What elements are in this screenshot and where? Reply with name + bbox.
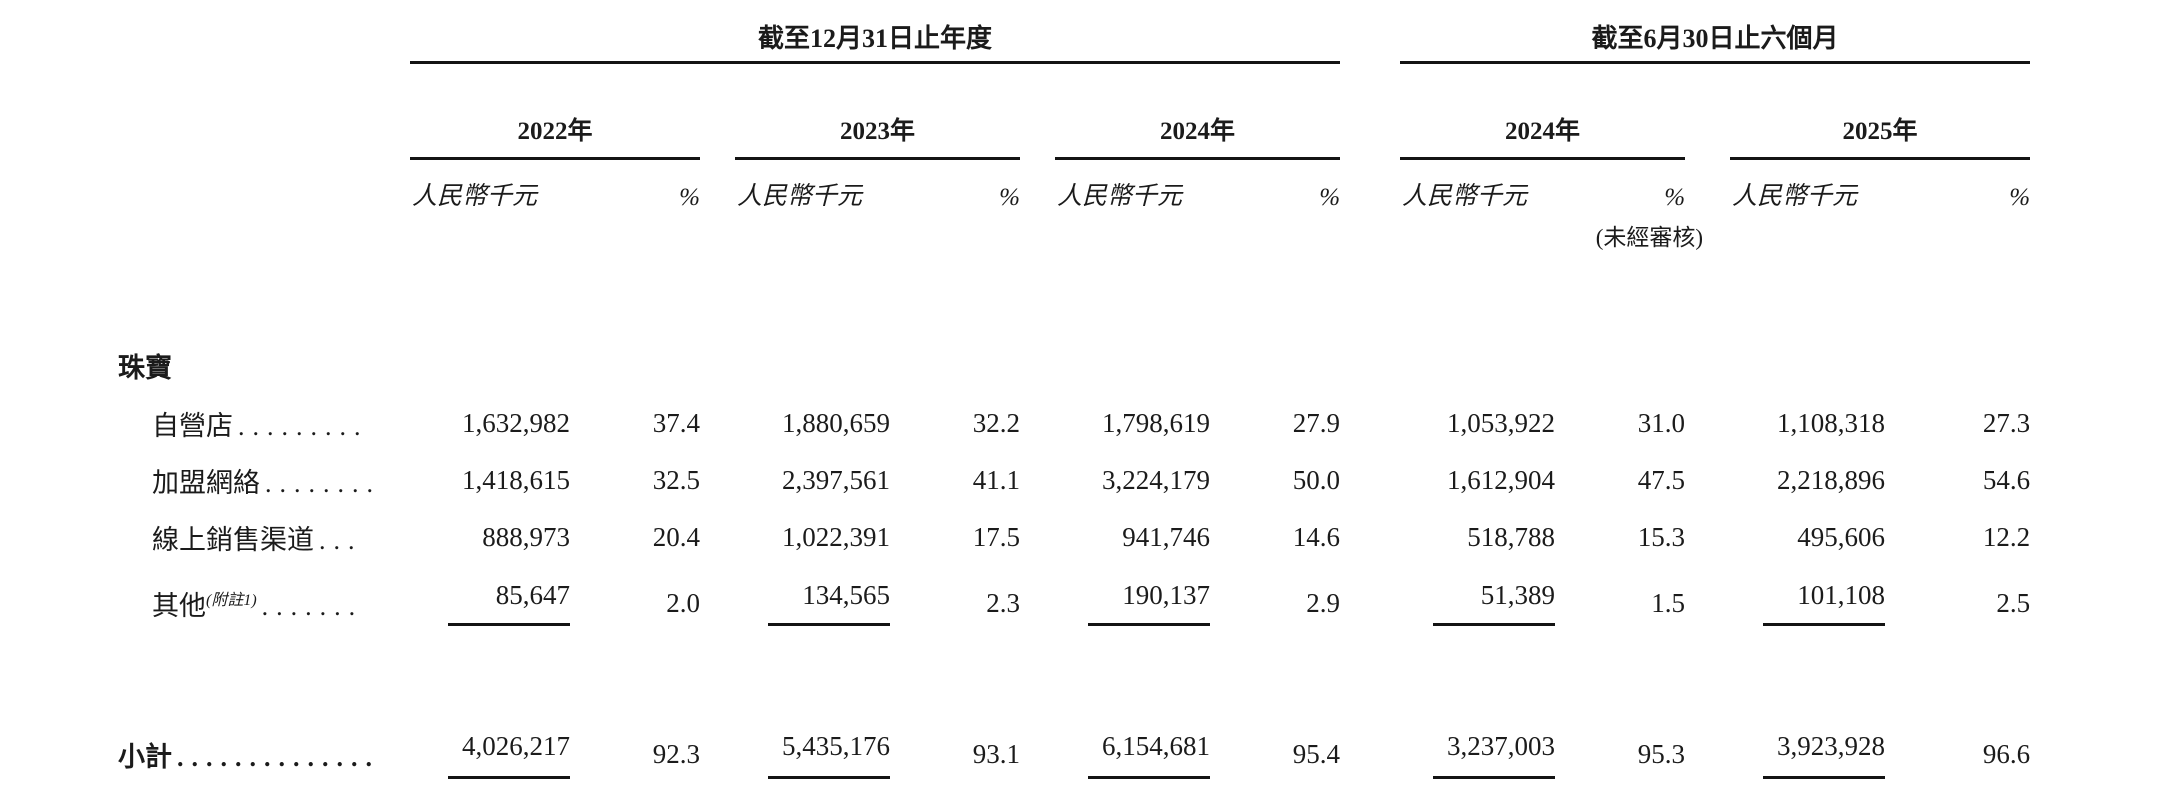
row-label: 其他 [152, 590, 206, 621]
section-label-jewelry: 珠寶 [118, 352, 172, 383]
cell-percent: 2.5 [1996, 587, 2031, 618]
cell-percent: 95.3 [1637, 739, 1686, 769]
unit-label-6m-2025: 人民幣千元 [1732, 183, 1858, 210]
cell-percent: 50.0 [1292, 465, 1341, 495]
cell-amount: 6,154,681 [1088, 731, 1210, 779]
cell-percent: 2.3 [986, 587, 1020, 618]
unit-label-2024: 人民幣千元 [1057, 183, 1183, 210]
cell-percent: 47.5 [1637, 465, 1686, 495]
cell-amount: 1,632,982 [462, 408, 570, 438]
year-header-6m-2024: 2024年 [1400, 62, 1686, 160]
subtotal-label: 小計 [118, 742, 172, 772]
cell-amount: 3,224,179 [1102, 465, 1210, 495]
cell-amount: 190,137 [1088, 580, 1210, 626]
cell-percent: 32.2 [972, 408, 1020, 438]
note-reference: (附註1) [206, 591, 257, 609]
percent-label-6m-2025: % [2009, 184, 2031, 211]
dot-leader: ... [319, 526, 363, 555]
section-row-jewelry: 珠寶 [118, 335, 2030, 395]
unit-label-2023: 人民幣千元 [737, 183, 863, 210]
cell-amount: 888,973 [482, 522, 570, 552]
cell-amount: 85,647 [448, 580, 570, 626]
cell-amount: 3,237,003 [1433, 731, 1556, 779]
cell-percent: 41.1 [972, 465, 1020, 495]
group-header-year-ended-dec31: 截至12月31日止年度 [410, 0, 1341, 64]
cell-amount: 2,218,896 [1777, 465, 1886, 495]
row-label: 線上銷售渠道 [152, 525, 314, 555]
cell-amount: 1,612,904 [1447, 465, 1556, 495]
group-header-six-months-jun30: 截至6月30日止六個月 [1400, 0, 2031, 64]
unit-label-2022: 人民幣千元 [412, 183, 538, 210]
period-group-header-row: 截至12月31日止年度 截至6月30日止六個月 [118, 0, 2031, 64]
cell-amount: 941,746 [1122, 522, 1210, 552]
row-label: 自營店 [152, 411, 233, 441]
unit-label-6m-2024: 人民幣千元 [1402, 183, 1528, 210]
cell-amount: 3,923,928 [1763, 731, 1886, 779]
dot-leader: .............. [177, 743, 380, 772]
table-row-subtotal: 小計.............. 4,026,217 92.3 5,435,17… [118, 715, 2030, 794]
cell-percent: 20.4 [652, 522, 700, 552]
year-header-2023: 2023年 [735, 62, 1020, 160]
cell-amount: 1,798,619 [1102, 408, 1210, 438]
vertical-spacer [118, 260, 2030, 335]
year-header-2024: 2024年 [1055, 62, 1341, 160]
cell-percent: 92.3 [652, 739, 700, 769]
table-row-online-sales-channels: 線上銷售渠道... 888,973 20.4 1,022,391 17.5 94… [118, 509, 2030, 566]
cell-amount: 5,435,176 [768, 731, 890, 779]
cell-percent: 96.6 [1982, 739, 2031, 769]
cell-percent: 95.4 [1292, 739, 1341, 769]
cell-amount: 51,389 [1433, 580, 1556, 626]
cell-amount: 2,397,561 [782, 465, 890, 495]
cell-percent: 32.5 [652, 465, 700, 495]
percent-label-6m-2024: % [1664, 184, 1686, 211]
cell-amount: 1,022,391 [782, 522, 890, 552]
cell-percent: 2.9 [1306, 587, 1341, 618]
cell-amount: 1,418,615 [462, 465, 570, 495]
vertical-spacer [118, 640, 2030, 715]
percent-label-2023: % [999, 184, 1020, 211]
cell-amount: 1,880,659 [782, 408, 890, 438]
year-header-6m-2025: 2025年 [1730, 62, 2031, 160]
cell-percent: 17.5 [972, 522, 1020, 552]
table-row-franchise-network: 加盟網絡........ 1,418,615 32.5 2,397,561 41… [118, 452, 2030, 509]
cell-percent: 27.9 [1292, 408, 1341, 438]
cell-amount: 4,026,217 [448, 731, 570, 779]
cell-amount: 1,108,318 [1777, 408, 1886, 438]
dot-leader: ......... [238, 412, 369, 441]
cell-amount: 518,788 [1467, 522, 1556, 552]
cell-percent: 12.2 [1982, 522, 2031, 552]
dot-leader: ....... [261, 591, 364, 621]
cell-percent: 37.4 [652, 408, 700, 438]
cell-percent: 2.0 [666, 587, 700, 618]
year-header-row: 2022年 2023年 2024年 2024年 2025年 [118, 62, 2031, 160]
unaudited-note-row: (未經審核) [118, 216, 2030, 260]
year-header-2022: 2022年 [410, 62, 700, 160]
group-gap [1340, 0, 1400, 62]
table-row-others: 其他(附註1)....... 85,647 2.0 134,565 2.3 19… [118, 566, 2030, 640]
cell-amount: 1,053,922 [1447, 408, 1556, 438]
label-column-spacer [118, 0, 410, 62]
unaudited-note: (未經審核) [1595, 225, 1704, 250]
cell-amount: 134,565 [768, 580, 890, 626]
units-header-row: 人民幣千元 % 人民幣千元 % 人民幣千元 % 人民幣千元 % 人民幣千元 % [118, 158, 2030, 216]
revenue-breakdown-table: 截至12月31日止年度 截至6月30日止六個月 2022年 2023年 2024… [118, 0, 2031, 794]
row-label: 加盟網絡 [152, 468, 260, 498]
table-row-self-operated-stores: 自營店......... 1,632,982 37.4 1,880,659 32… [118, 395, 2030, 452]
cell-percent: 15.3 [1637, 522, 1686, 552]
dot-leader: ........ [265, 469, 381, 498]
cell-percent: 93.1 [972, 739, 1020, 769]
cell-percent: 14.6 [1292, 522, 1341, 552]
cell-percent: 27.3 [1982, 408, 2031, 438]
percent-label-2024: % [1319, 184, 1341, 211]
cell-percent: 54.6 [1982, 465, 2031, 495]
cell-amount: 101,108 [1763, 580, 1886, 626]
cell-percent: 31.0 [1637, 408, 1686, 438]
cell-amount: 495,606 [1797, 522, 1886, 552]
percent-label-2022: % [679, 184, 700, 211]
cell-percent: 1.5 [1651, 587, 1686, 618]
